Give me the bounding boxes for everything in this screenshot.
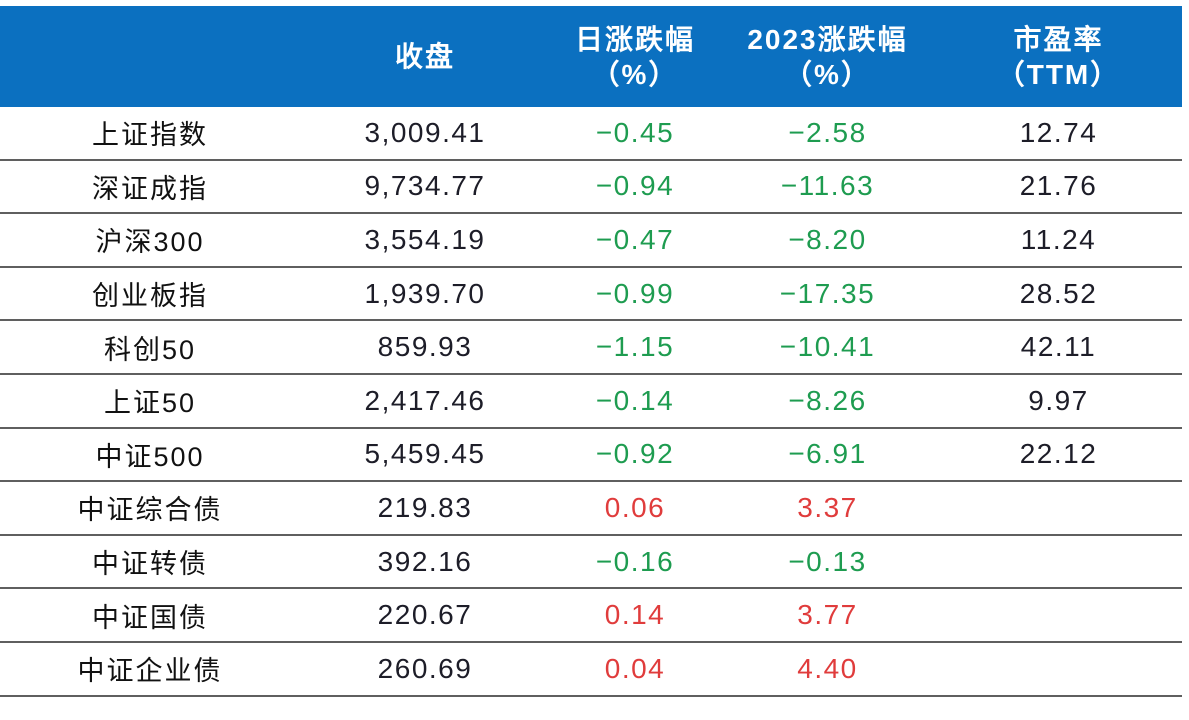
close-value: 392.16 xyxy=(377,545,473,577)
table-row: 中证国债 220.67 0.14 3.77 xyxy=(0,589,1182,643)
close-value: 3,554.19 xyxy=(364,223,486,255)
close-value: 3,009.41 xyxy=(364,116,486,148)
pe-value: 11.24 xyxy=(1020,223,1097,255)
row-label: 上证指数 xyxy=(92,120,208,151)
daily-change-value: −0.94 xyxy=(595,170,675,202)
close-value: 220.67 xyxy=(377,599,473,631)
header-ytd-change-line2: （%） xyxy=(784,58,871,90)
table-row: 科创50 859.93 −1.15 −10.41 42.11 xyxy=(0,321,1182,375)
row-label: 中证国债 xyxy=(92,602,208,633)
daily-change-value: −0.92 xyxy=(595,438,675,470)
pe-value: 42.11 xyxy=(1020,331,1097,363)
ytd-change-value: −17.35 xyxy=(779,277,876,309)
pe-value: 21.76 xyxy=(1019,170,1098,202)
close-value: 859.93 xyxy=(377,331,473,363)
daily-change-value: 0.06 xyxy=(604,491,666,523)
row-label: 中证综合债 xyxy=(77,495,223,526)
header-ytd-change: 2023涨跌幅 （%） xyxy=(720,22,935,92)
row-label: 中证500 xyxy=(95,441,205,472)
daily-change-value: −0.45 xyxy=(595,116,675,148)
row-label: 中证转债 xyxy=(92,549,208,580)
close-value: 1,939.70 xyxy=(364,277,486,309)
table-row: 深证成指 9,734.77 −0.94 −11.63 21.76 xyxy=(0,160,1182,215)
header-daily-change: 日涨跌幅 （%） xyxy=(550,22,720,92)
pe-value: 28.52 xyxy=(1019,277,1098,309)
table-row: 中证综合债 219.83 0.06 3.37 xyxy=(0,482,1182,536)
table-row: 沪深300 3,554.19 −0.47 −8.20 11.24 xyxy=(0,214,1182,268)
ytd-change-value: −10.41 xyxy=(779,331,876,363)
ytd-change-value: −11.63 xyxy=(780,170,875,202)
daily-change-value: −0.99 xyxy=(595,277,675,309)
daily-change-value: −0.47 xyxy=(595,223,675,255)
table-row: 创业板指 1,939.70 −0.99 −17.35 28.52 xyxy=(0,267,1182,322)
header-daily-change-line2: （%） xyxy=(591,58,679,90)
header-pe-ttm: 市盈率 （TTM） xyxy=(935,22,1182,92)
table-row: 上证50 2,417.46 −0.14 −8.26 9.97 xyxy=(0,374,1182,429)
daily-change-value: −1.15 xyxy=(595,331,675,363)
close-value: 260.69 xyxy=(377,652,473,684)
ytd-change-value: −8.20 xyxy=(788,223,867,255)
table-row: 中证转债 392.16 −0.16 −0.13 xyxy=(0,535,1182,590)
daily-change-value: 0.04 xyxy=(604,652,666,684)
close-value: 219.83 xyxy=(377,491,473,523)
ytd-change-value: −0.13 xyxy=(788,545,867,577)
header-daily-change-line1: 日涨跌幅 xyxy=(574,23,695,55)
table-row: 中证企业债 260.69 0.04 4.40 xyxy=(0,642,1182,697)
ytd-change-value: 4.40 xyxy=(797,652,858,684)
daily-change-value: −0.16 xyxy=(595,545,675,577)
close-value: 2,417.46 xyxy=(364,384,486,416)
daily-change-value: 0.14 xyxy=(604,599,666,631)
ytd-change-value: −8.26 xyxy=(788,384,867,416)
close-value: 5,459.45 xyxy=(364,438,486,470)
row-label: 创业板指 xyxy=(92,281,208,312)
header-pe-ttm-line1: 市盈率 xyxy=(1013,23,1104,55)
pe-value: 9.97 xyxy=(1028,384,1089,416)
row-label: 上证50 xyxy=(103,388,197,419)
daily-change-value: −0.14 xyxy=(595,384,675,416)
ytd-change-value: −6.91 xyxy=(788,438,867,470)
table-row: 上证指数 3,009.41 −0.45 −2.58 12.74 xyxy=(0,107,1182,161)
ytd-change-value: 3.37 xyxy=(797,491,858,523)
pe-value: 12.74 xyxy=(1019,116,1098,148)
table-body: 上证指数 3,009.41 −0.45 −2.58 12.74 深证成指 9,734.77 −… xyxy=(0,107,1182,697)
row-label: 中证企业债 xyxy=(77,656,223,687)
market-index-table: 收盘 日涨跌幅 （%） 2023涨跌幅 （%） 市盈率 （TTM） 上证指数 3,009… xyxy=(0,6,1182,697)
row-label: 沪深300 xyxy=(95,227,205,258)
table-row: 中证500 5,459.45 −0.92 −6.91 22.12 xyxy=(0,428,1182,483)
close-value: 9,734.77 xyxy=(364,170,486,202)
header-pe-ttm-line2: （TTM） xyxy=(996,58,1121,90)
ytd-change-value: −2.58 xyxy=(788,116,867,148)
header-ytd-change-line1: 2023涨跌幅 xyxy=(747,23,908,55)
header-close: 收盘 xyxy=(394,41,455,72)
pe-value: 22.12 xyxy=(1019,438,1098,470)
ytd-change-value: 3.77 xyxy=(797,599,858,631)
table-header-row: 收盘 日涨跌幅 （%） 2023涨跌幅 （%） 市盈率 （TTM） xyxy=(0,6,1182,107)
row-label: 科创50 xyxy=(103,334,197,365)
row-label: 深证成指 xyxy=(92,173,208,204)
